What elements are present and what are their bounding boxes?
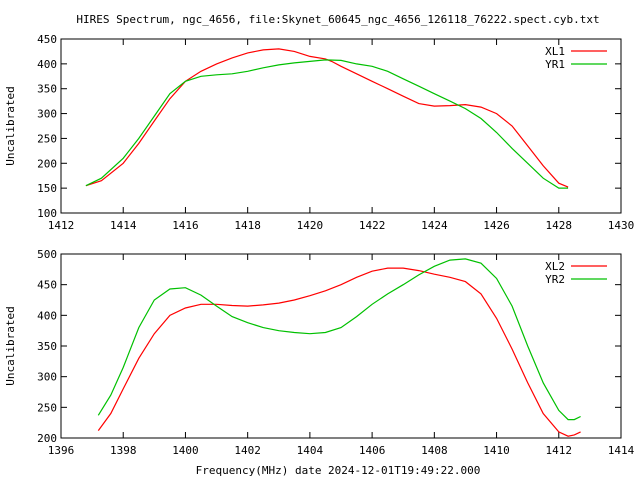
x-tick-label: 1416 [172, 219, 199, 232]
y-tick-label: 250 [37, 132, 57, 145]
x-tick-label: 1426 [483, 219, 510, 232]
x-tick-label: 1422 [359, 219, 386, 232]
y-tick-label: 100 [37, 207, 57, 220]
legend-label-xl1: XL1 [545, 45, 565, 58]
x-tick-label: 1396 [48, 444, 75, 457]
y-tick-label: 450 [37, 279, 57, 292]
y-tick-label: 300 [37, 371, 57, 384]
y-tick-label: 250 [37, 401, 57, 414]
x-tick-label: 1406 [359, 444, 386, 457]
x-tick-label: 1414 [110, 219, 137, 232]
x-tick-label: 1420 [297, 219, 324, 232]
x-tick-label: 1410 [483, 444, 510, 457]
y-tick-label: 200 [37, 432, 57, 445]
series-line-xl1 [85, 48, 569, 188]
figure-title: HIRES Spectrum, ngc_4656, file:Skynet_60… [76, 13, 599, 26]
x-tick-label: 1408 [421, 444, 448, 457]
x-tick-label: 1402 [234, 444, 261, 457]
x-tick-label: 1428 [546, 219, 573, 232]
x-tick-label: 1404 [297, 444, 324, 457]
x-tick-label: 1430 [608, 219, 635, 232]
bottom-spectrum-panel: 200 250 300 350 400 450 500 1396 1398 1400 1402 140… [4, 248, 635, 457]
y-axis-label: Uncalibrated [4, 86, 17, 165]
y-axis-label: Uncalibrated [4, 306, 17, 385]
x-tick-label: 1412 [546, 444, 573, 457]
x-tick-label: 1400 [172, 444, 199, 457]
series-line-yr1 [85, 59, 569, 189]
x-tick-label: 1412 [48, 219, 75, 232]
legend-label-yr1: YR1 [545, 58, 565, 71]
y-tick-label: 400 [37, 309, 57, 322]
y-tick-label: 500 [37, 248, 57, 261]
y-tick-label: 350 [37, 340, 57, 353]
series-line-yr2 [97, 258, 581, 421]
x-tick-label: 1414 [608, 444, 635, 457]
y-tick-label: 350 [37, 83, 57, 96]
y-tick-label: 200 [37, 157, 57, 170]
x-tick-label: 1424 [421, 219, 448, 232]
y-tick-label: 150 [37, 182, 57, 195]
plot-frame [60, 253, 622, 439]
legend-label-xl2: XL2 [545, 260, 565, 273]
top-spectrum-panel: 100 150 200 250 300 350 400 450 1412 1414 1416 1418… [4, 33, 634, 232]
x-axis-label: Frequency(MHz) date 2024-12-01T19:49:22.… [196, 464, 481, 477]
x-tick-label: 1418 [234, 219, 261, 232]
y-tick-label: 450 [37, 33, 57, 46]
y-tick-label: 300 [37, 108, 57, 121]
legend-label-yr2: YR2 [545, 273, 565, 286]
y-tick-label: 400 [37, 58, 57, 71]
plot-frame [60, 38, 622, 214]
x-tick-label: 1398 [110, 444, 137, 457]
series-line-xl2 [97, 267, 581, 437]
